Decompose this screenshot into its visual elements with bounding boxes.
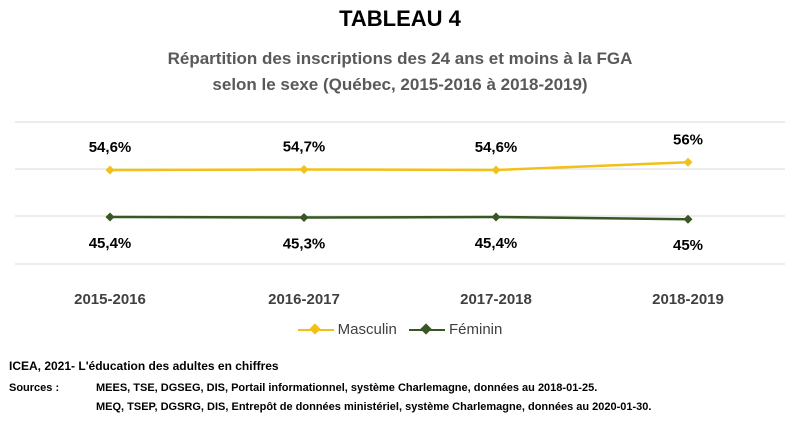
data-point-masculin-4 [683,157,693,167]
sources-line-1: MEES, TSE, DGSEG, DIS, Portail informati… [96,382,598,394]
data-label-feminin-4: 45% [673,237,703,254]
series-line-masculin [109,161,689,172]
x-tick-label-3: 2017-2018 [460,291,532,308]
x-axis: 2015-2016 2016-2017 2017-2018 2018-2019 [74,291,724,308]
data-label-feminin-2: 45,3% [283,236,326,253]
data-label-masculin-4: 56% [673,131,703,148]
data-point-masculin-1 [105,165,115,175]
data-label-masculin-3: 54,6% [475,139,518,156]
data-point-feminin-4 [683,214,693,224]
series-line-feminin [109,215,689,221]
chart-subtitle: Répartition des inscriptions des 24 ans … [100,46,700,98]
x-tick-label-4: 2018-2019 [652,291,724,308]
chart-subtitle-line-2: selon le sexe (Québec, 2015-2016 à 2018-… [212,75,588,94]
sources-label: Sources : [9,382,60,394]
series-layer [105,157,693,224]
data-label-feminin-1: 45,4% [89,235,132,252]
legend: Masculin Féminin [0,320,800,338]
legend-label-feminin: Féminin [449,320,503,338]
legend-swatch-feminin [409,322,445,336]
sources-line-2: MEQ, TSEP, DGSRG, DIS, Entrepôt de donné… [96,401,652,413]
legend-item-feminin[interactable]: Féminin [409,321,502,338]
legend-swatch-masculin [297,322,334,336]
data-point-feminin-3 [491,212,501,222]
data-point-feminin-2 [299,213,309,223]
x-tick-label-1: 2015-2016 [74,291,146,308]
legend-label-masculin: Masculin [337,320,397,338]
data-point-masculin-3 [491,165,501,175]
data-point-masculin-2 [299,164,309,174]
chart-subtitle-line-1: Répartition des inscriptions des 24 ans … [167,49,633,68]
data-label-feminin-3: 45,4% [475,235,518,252]
data-label-masculin-1: 54,6% [89,139,132,156]
x-tick-label-2: 2016-2017 [268,291,340,308]
legend-item-masculin[interactable]: Masculin [297,320,397,338]
data-label-masculin-2: 54,7% [283,138,326,155]
chart-title: TABLEAU 4 [339,6,461,31]
data-point-feminin-1 [105,212,115,222]
data-labels: 54,6% 54,7% 54,6% 56% 45,4% 45,3% 45,4% 45% [89,131,703,254]
source-title: ICEA, 2021- L'éducation des adultes en c… [9,359,279,373]
